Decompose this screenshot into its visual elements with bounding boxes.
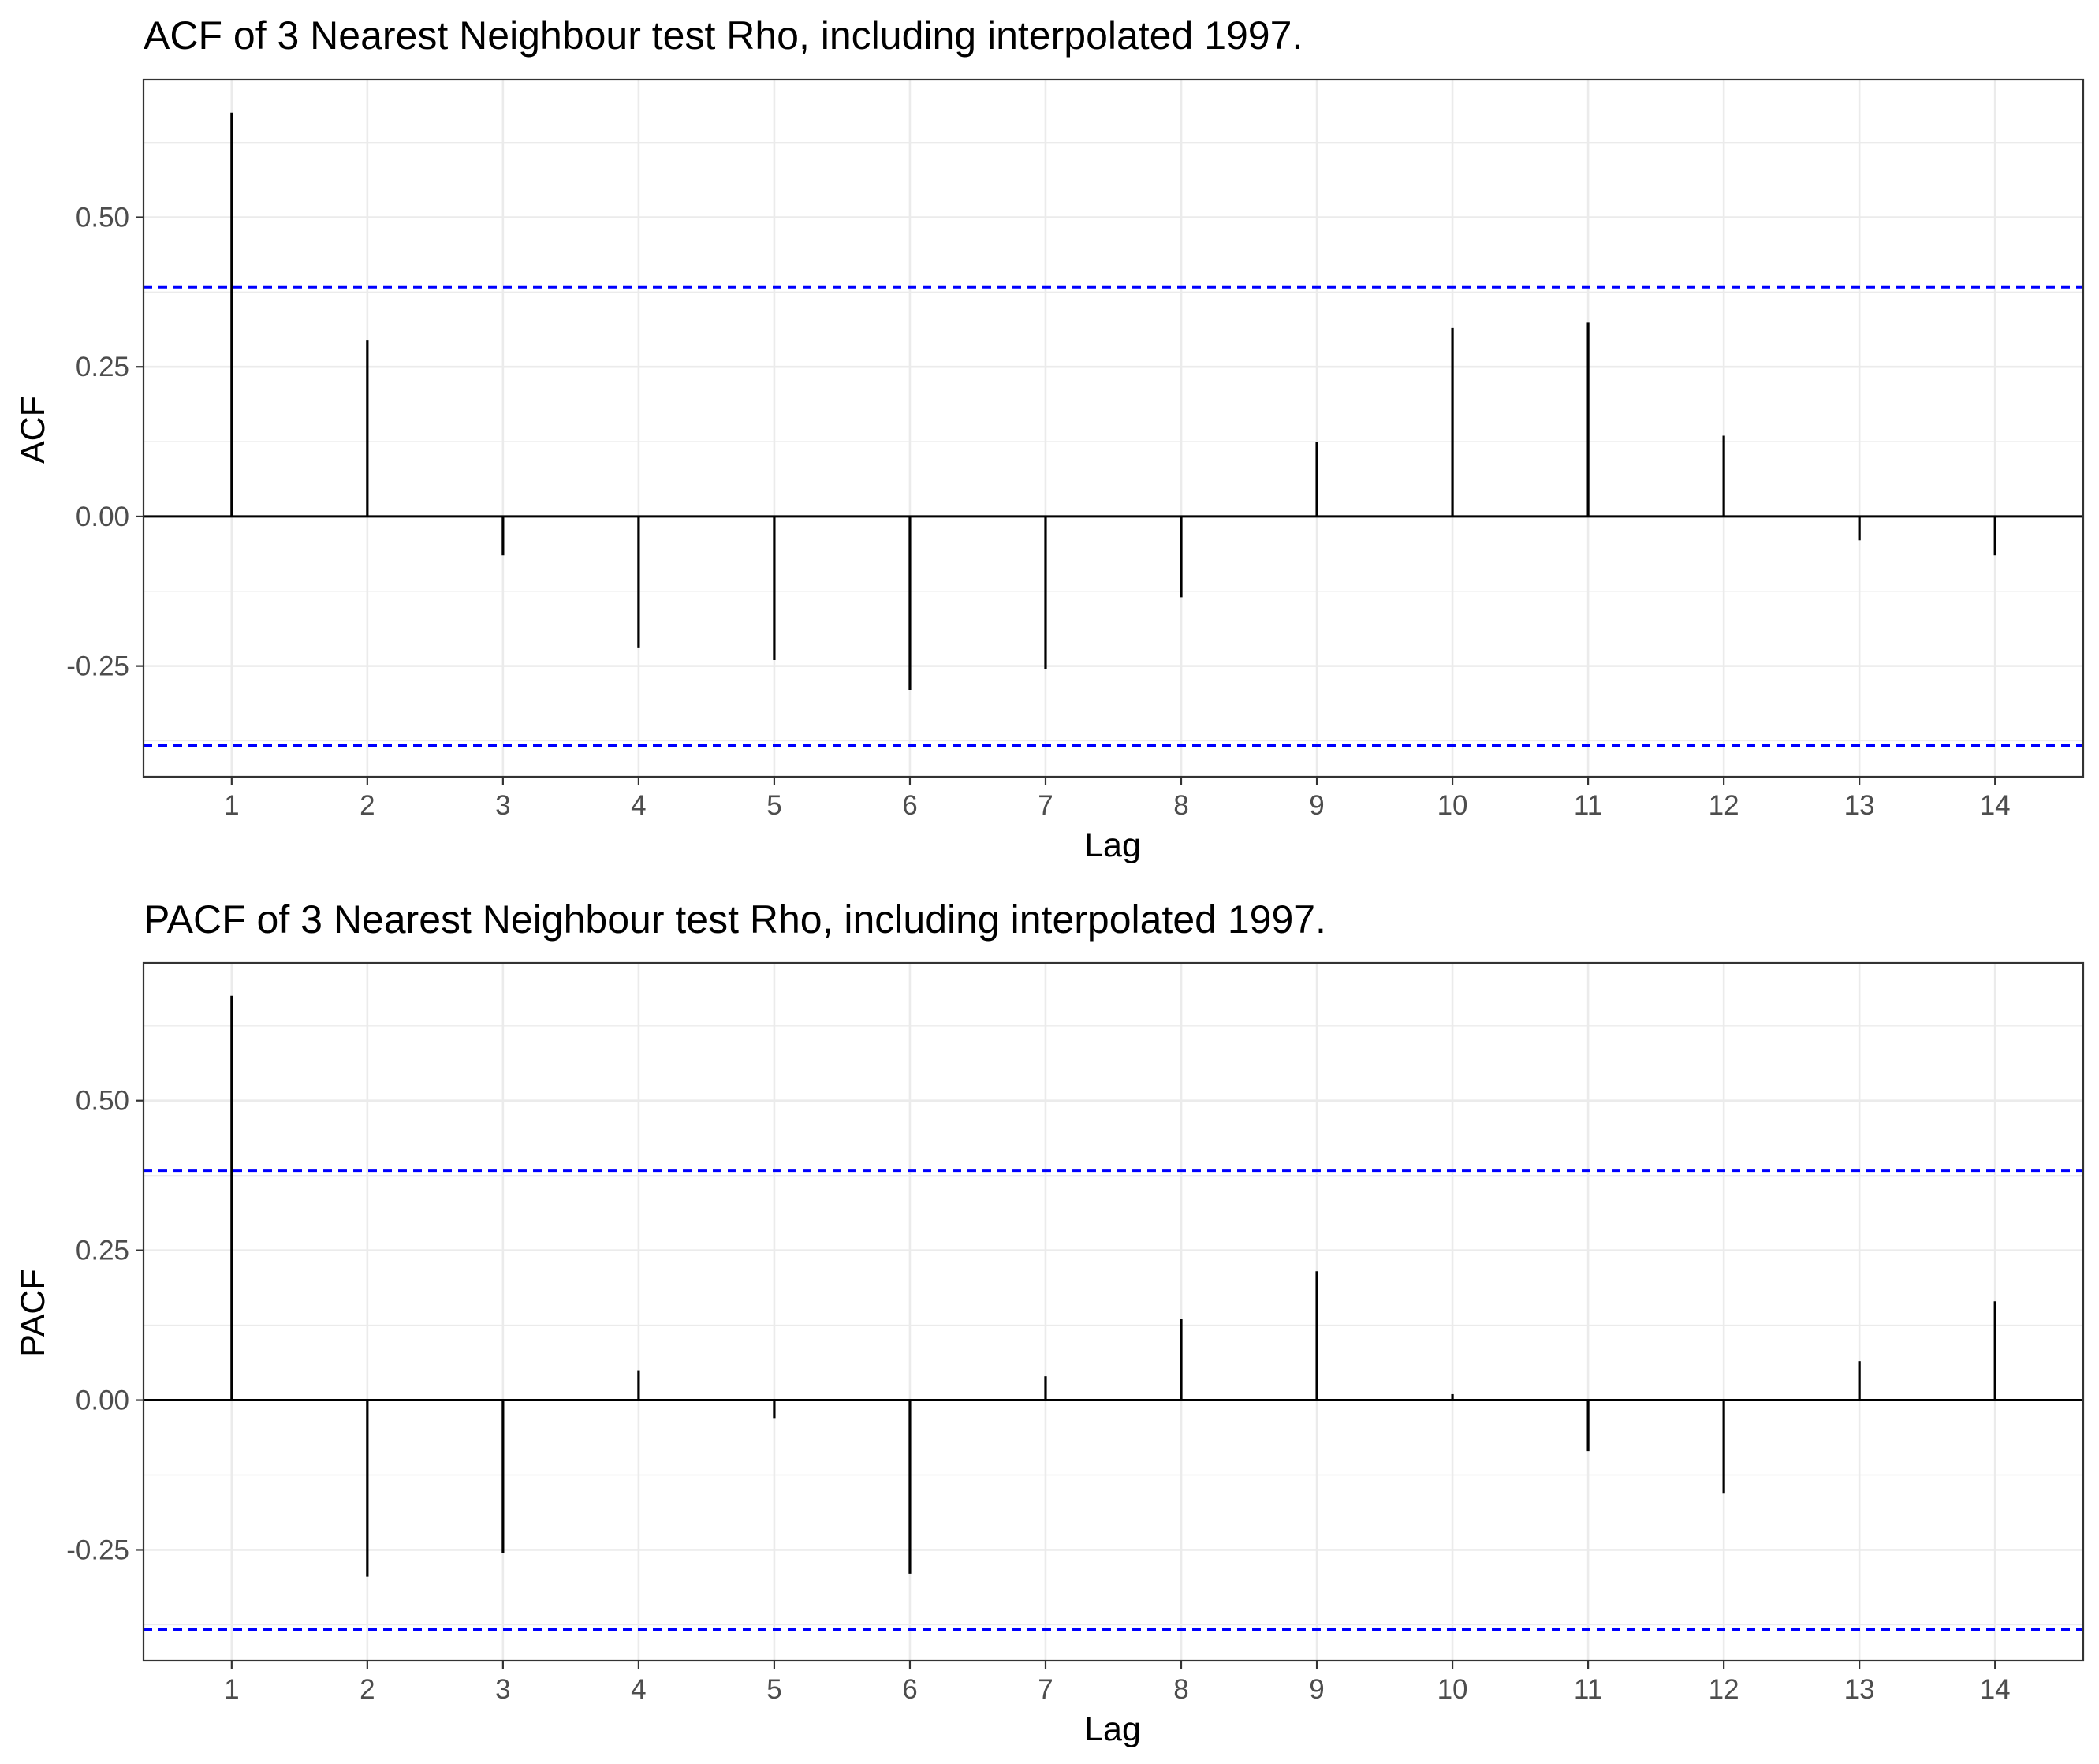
pacf-x-tick-label: 4: [631, 1674, 646, 1705]
pacf-x-tick-label: 11: [1574, 1674, 1602, 1705]
pacf-x-tick-label: 13: [1844, 1674, 1875, 1705]
acf-chart: ACF of 3 Nearest Neighbour test Rho, inc…: [14, 13, 2085, 864]
pacf-x-tick-label: 6: [902, 1674, 917, 1705]
acf-y-tick-label: 0.25: [76, 352, 129, 382]
pacf-x-tick-label: 7: [1038, 1674, 1053, 1705]
pacf-panel-background: [144, 963, 2083, 1661]
acf-bounds: [144, 285, 2083, 748]
pacf-y-tick-label: 0.50: [76, 1086, 129, 1117]
pacf-x-tick-label: 5: [766, 1674, 781, 1705]
pacf-x-tick-label: 3: [495, 1674, 510, 1705]
acf-x-tick-label: 10: [1437, 790, 1468, 821]
acf-chart-title: ACF of 3 Nearest Neighbour test Rho, inc…: [144, 13, 1303, 58]
acf-panel-background: [144, 80, 2083, 777]
acf-x-tick-label: 5: [766, 790, 781, 821]
pacf-x-tick-label: 2: [360, 1674, 375, 1705]
acf-x-tick-label: 12: [1709, 790, 1739, 821]
acf-panel-border: [142, 78, 2085, 778]
pacf-bounds: [144, 1169, 2083, 1631]
acf-y-tick-label: 0.50: [76, 203, 129, 233]
pacf-y-axis-title: PACF: [14, 1269, 52, 1357]
pacf-chart: PACF of 3 Nearest Neighbour test Rho, in…: [14, 897, 2085, 1748]
pacf-x-ticks: 1 2 3 4 5 6 7 8 9 10 11 12 13 14: [224, 1661, 2011, 1705]
pacf-x-tick-label: 1: [224, 1674, 239, 1705]
acf-x-tick-label: 2: [360, 790, 375, 821]
pacf-y-tick-label: 0.25: [76, 1236, 129, 1266]
acf-x-tick-label: 6: [902, 790, 917, 821]
pacf-chart-title: PACF of 3 Nearest Neighbour test Rho, in…: [144, 897, 1326, 942]
pacf-grid: [144, 963, 2083, 1661]
acf-y-tick-label: -0.25: [66, 651, 129, 682]
acf-x-tick-label: 11: [1574, 790, 1602, 821]
acf-x-tick-label: 8: [1173, 790, 1188, 821]
acf-x-tick-label: 7: [1038, 790, 1053, 821]
pacf-x-tick-label: 12: [1709, 1674, 1739, 1705]
pacf-x-tick-label: 14: [1980, 1674, 2011, 1705]
pacf-x-tick-label: 9: [1309, 1674, 1324, 1705]
acf-y-axis-title: ACF: [14, 396, 52, 464]
pacf-y-tick-label: -0.25: [66, 1535, 129, 1565]
acf-x-tick-label: 13: [1844, 790, 1875, 821]
pacf-y-ticks: 0.50 0.25 0.00 -0.25: [66, 1086, 144, 1565]
pacf-x-tick-label: 10: [1437, 1674, 1468, 1705]
acf-x-axis-title: Lag: [1084, 826, 1141, 864]
pacf-x-axis-title: Lag: [1084, 1710, 1141, 1748]
acf-x-tick-label: 4: [631, 790, 646, 821]
acf-x-tick-label: 1: [224, 790, 239, 821]
pacf-x-tick-label: 8: [1173, 1674, 1188, 1705]
acf-y-tick-label: 0.00: [76, 502, 129, 532]
pacf-y-tick-label: 0.00: [76, 1385, 129, 1416]
acf-x-tick-label: 9: [1309, 790, 1324, 821]
pacf-panel-border: [142, 961, 2085, 1662]
acf-grid: [144, 80, 2083, 777]
acf-x-tick-label: 3: [495, 790, 510, 821]
acf-x-tick-label: 14: [1980, 790, 2011, 821]
acf-x-ticks: 1 2 3 4 5 6 7 8 9 10 11 12 13 14: [224, 777, 2011, 821]
pacf-bars: [230, 995, 1996, 1577]
acf-bars: [230, 112, 1996, 690]
acf-y-ticks: 0.50 0.25 0.00 -0.25: [66, 203, 144, 682]
